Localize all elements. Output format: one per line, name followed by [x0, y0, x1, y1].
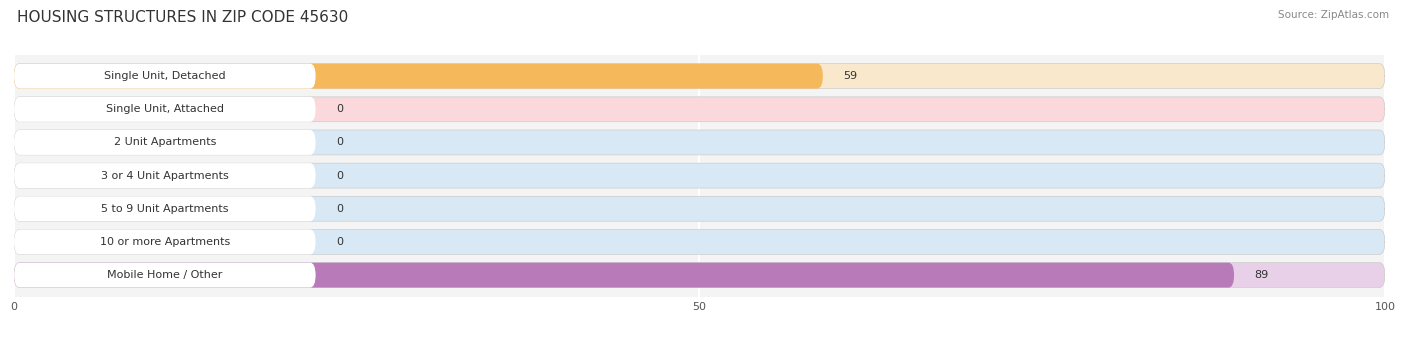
- Text: Single Unit, Attached: Single Unit, Attached: [105, 104, 224, 114]
- FancyBboxPatch shape: [14, 64, 315, 89]
- FancyBboxPatch shape: [14, 130, 1385, 155]
- Text: Single Unit, Detached: Single Unit, Detached: [104, 71, 226, 81]
- Text: 89: 89: [1254, 270, 1270, 280]
- FancyBboxPatch shape: [14, 263, 1234, 287]
- Text: Source: ZipAtlas.com: Source: ZipAtlas.com: [1278, 10, 1389, 20]
- Text: 0: 0: [336, 137, 343, 147]
- Text: 3 or 4 Unit Apartments: 3 or 4 Unit Apartments: [101, 170, 229, 181]
- Text: 0: 0: [336, 237, 343, 247]
- FancyBboxPatch shape: [14, 97, 315, 122]
- FancyBboxPatch shape: [14, 196, 315, 221]
- Text: 0: 0: [336, 104, 343, 114]
- FancyBboxPatch shape: [14, 229, 315, 254]
- FancyBboxPatch shape: [14, 163, 315, 188]
- FancyBboxPatch shape: [14, 229, 1385, 254]
- Text: 0: 0: [336, 170, 343, 181]
- Text: 10 or more Apartments: 10 or more Apartments: [100, 237, 231, 247]
- Text: 2 Unit Apartments: 2 Unit Apartments: [114, 137, 217, 147]
- FancyBboxPatch shape: [14, 97, 1385, 122]
- FancyBboxPatch shape: [14, 263, 1385, 287]
- FancyBboxPatch shape: [14, 263, 315, 287]
- FancyBboxPatch shape: [14, 64, 823, 89]
- FancyBboxPatch shape: [14, 196, 1385, 221]
- Text: Mobile Home / Other: Mobile Home / Other: [107, 270, 222, 280]
- Text: 0: 0: [336, 204, 343, 214]
- Text: 5 to 9 Unit Apartments: 5 to 9 Unit Apartments: [101, 204, 229, 214]
- Text: HOUSING STRUCTURES IN ZIP CODE 45630: HOUSING STRUCTURES IN ZIP CODE 45630: [17, 10, 349, 25]
- FancyBboxPatch shape: [14, 64, 1385, 89]
- FancyBboxPatch shape: [14, 130, 315, 155]
- FancyBboxPatch shape: [14, 163, 1385, 188]
- Text: 59: 59: [844, 71, 858, 81]
